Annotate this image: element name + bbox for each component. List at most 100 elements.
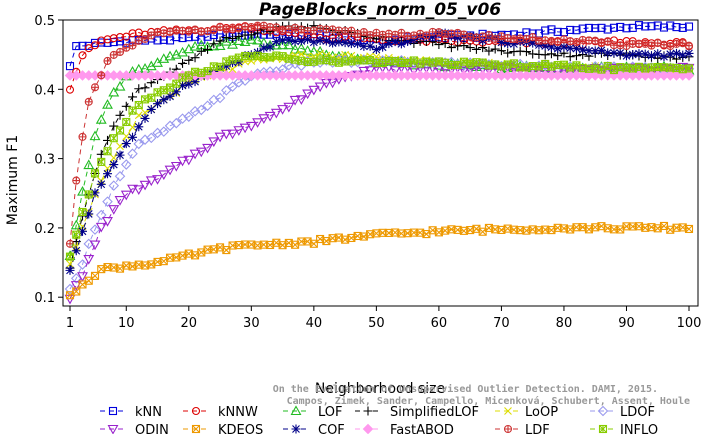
square-marker [553, 27, 562, 36]
legend-item-lof: LOF [283, 405, 343, 420]
square-x-cross [72, 287, 81, 296]
legend-item-kdeos: KDEOS [183, 423, 263, 434]
triangle-down-marker [102, 217, 113, 227]
square-x-marker [122, 261, 131, 270]
square-x-marker [609, 225, 619, 234]
asterisk-marker [359, 41, 369, 51]
asterisk-marker [603, 48, 613, 58]
square-marker [197, 35, 206, 44]
square-marker [622, 24, 631, 33]
diamond-marker [171, 117, 182, 129]
asterisk-marker [234, 57, 244, 67]
triangle-down-marker [89, 240, 101, 251]
x-tick-label: 10 [118, 316, 135, 331]
circle-plus-cross [435, 28, 443, 36]
series-inflo [65, 51, 694, 261]
circle-plus-cross [485, 31, 493, 39]
x-axis: 1 10 20 30 40 50 60 70 80 90 100 [66, 306, 701, 331]
circle-plus-cross [72, 177, 80, 185]
legend: kNN kNNW LOF SimplifiedLOF LoOP LDOF ODIN KDEOS… [100, 405, 658, 434]
asterisk-marker [321, 36, 331, 46]
asterisk-marker [384, 39, 394, 49]
legend-label: kNN [135, 405, 162, 420]
square-x-marker [541, 225, 550, 234]
diamond-marker [70, 273, 82, 284]
asterisk-marker [678, 50, 688, 60]
asterisk-marker [659, 52, 669, 62]
square-marker [591, 24, 600, 33]
square-marker [72, 42, 81, 51]
x-tick-label: 80 [556, 316, 573, 331]
x-tick-label: 1 [66, 316, 74, 331]
triangle-down-marker [270, 108, 282, 119]
triangle-down-marker [264, 111, 276, 122]
x-axis-label: Neighborhood size [315, 381, 445, 397]
plus-marker [496, 46, 506, 56]
diamond-marker [189, 105, 201, 117]
triangle-down-marker [164, 165, 176, 176]
diamond-marker [202, 100, 213, 112]
circle-plus-cross [597, 39, 605, 47]
square-marker [641, 22, 650, 31]
triangle-down-marker [108, 205, 120, 215]
legend-item-inflo: INFLO [590, 423, 658, 434]
credit-line-1: Campos, Zimek, Sander, Campello, Micenko… [287, 395, 690, 407]
circle-plus-cross [416, 30, 424, 38]
y-axis: 0.1 0.2 0.3 0.4 0.5 [34, 14, 63, 306]
square-x-marker [259, 240, 268, 249]
asterisk-marker [221, 61, 231, 71]
triangle-down-marker [170, 161, 182, 172]
plus-marker [440, 38, 450, 48]
square-x-marker [522, 226, 531, 235]
square-x-marker [90, 271, 100, 280]
triangle-marker [290, 405, 302, 416]
triangle-marker [283, 39, 295, 50]
triangle-down-marker [302, 89, 314, 100]
triangle-down-marker [308, 85, 320, 96]
circle-plus-cross [397, 29, 405, 37]
chart-title: PageBlocks_norm_05_v06 [259, 0, 501, 20]
asterisk-marker [115, 150, 125, 160]
square-x-marker [297, 237, 306, 246]
square-marker [616, 22, 625, 31]
legend-label: LOF [318, 405, 343, 420]
square-star-cross [91, 169, 99, 178]
triangle-down-marker [183, 155, 195, 166]
square-x-marker [559, 224, 568, 233]
asterisk-marker [78, 226, 88, 236]
square-x-marker [572, 223, 581, 232]
square-x-marker [140, 261, 150, 270]
square-marker [566, 25, 575, 34]
diamond-marker [95, 209, 107, 221]
square-x-marker [284, 238, 293, 247]
circle-plus-cross [285, 25, 293, 33]
circle-plus-cross [216, 23, 224, 31]
triangle-down-marker [177, 156, 188, 167]
y-tick-label: 0.4 [34, 83, 55, 98]
asterisk-marker [378, 42, 388, 52]
circle-plus-cross [66, 240, 74, 248]
triangle-marker [95, 114, 107, 124]
legend-item-loop: LoOP [495, 405, 558, 420]
diamond-marker [158, 126, 170, 137]
triangle-down-marker [83, 254, 95, 265]
asterisk-marker [409, 34, 419, 44]
plus-marker [540, 50, 550, 60]
circle-plus-cross [572, 38, 580, 46]
circle-plus-cross [522, 35, 530, 43]
plot-area [64, 21, 695, 305]
square-star-cross [109, 134, 118, 143]
asterisk-marker [596, 45, 606, 55]
square-star-cross [122, 118, 131, 126]
asterisk-marker [90, 188, 100, 198]
square-star-cross [97, 158, 106, 166]
square-marker [634, 21, 644, 30]
asterisk-marker [571, 44, 581, 54]
y-axis-label: Maximum F1 [5, 135, 21, 225]
legend-label: INFLO [620, 423, 658, 434]
triangle-marker [308, 46, 320, 56]
square-marker [647, 22, 656, 31]
asterisk-marker [103, 169, 113, 179]
series-odin [64, 62, 695, 305]
triangle-down-marker [239, 123, 251, 134]
